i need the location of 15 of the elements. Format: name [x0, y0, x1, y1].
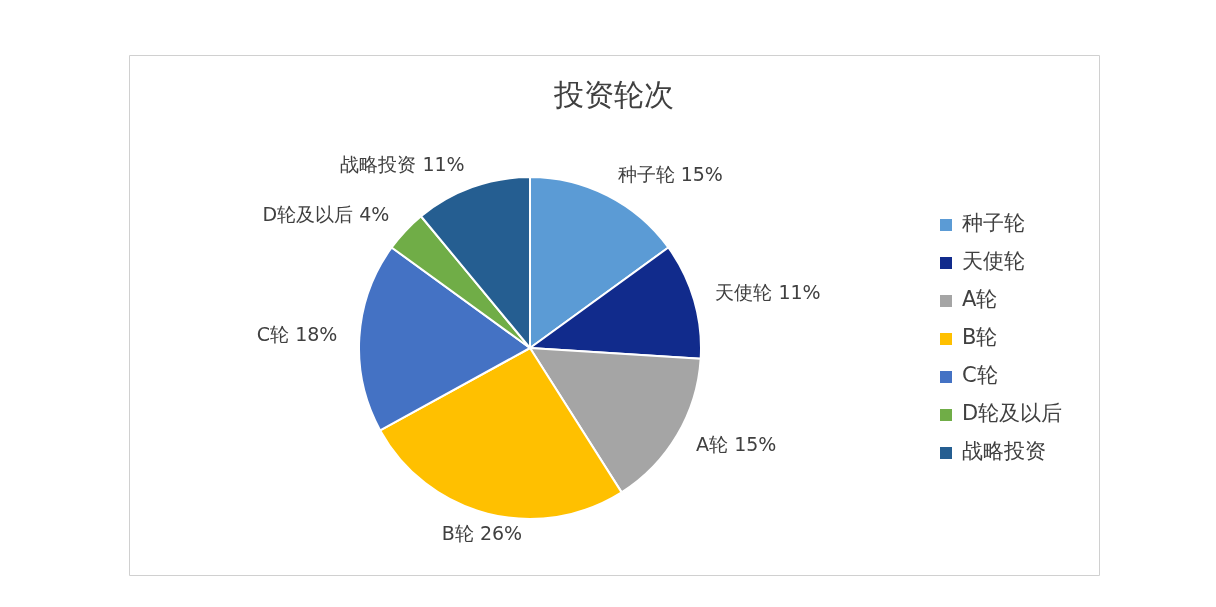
data-label: 天使轮 11%	[715, 281, 821, 304]
legend-label: 战略投资	[962, 439, 1046, 464]
legend-label: A轮	[962, 287, 998, 312]
legend-label: 种子轮	[962, 211, 1025, 236]
legend-label: D轮及以后	[962, 401, 1063, 426]
legend-label: C轮	[962, 363, 998, 388]
data-label: 战略投资 11%	[340, 153, 465, 176]
legend-label: 天使轮	[962, 249, 1025, 274]
data-label: A轮 15%	[696, 433, 777, 456]
data-label: B轮 26%	[441, 521, 523, 544]
data-label: D轮及以后 4%	[262, 202, 390, 225]
data-label: C轮 18%	[256, 322, 338, 345]
data-label: 种子轮 15%	[617, 162, 723, 185]
legend-label: B轮	[962, 325, 998, 350]
chart-title: 投资轮次	[553, 76, 674, 112]
